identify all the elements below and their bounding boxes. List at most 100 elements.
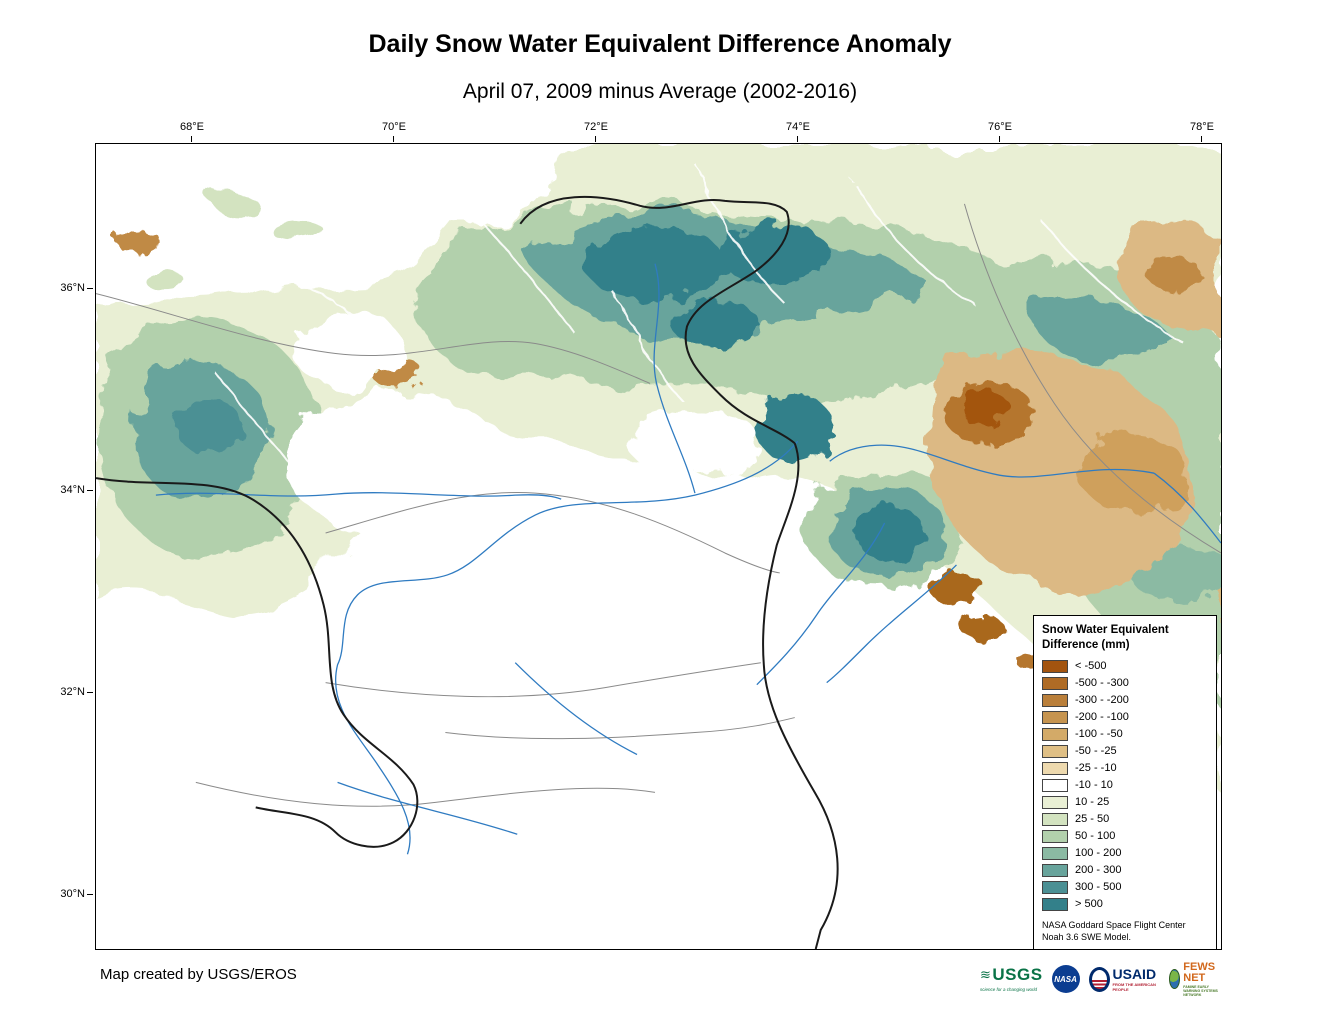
x-tick-70e: 70°E xyxy=(382,121,406,142)
tick-mark xyxy=(87,691,93,693)
legend-label: -500 - -300 xyxy=(1075,677,1129,690)
legend-item: 200 - 300 xyxy=(1042,862,1208,879)
tick-mark xyxy=(1201,136,1203,142)
page-title: Daily Snow Water Equivalent Difference A… xyxy=(368,30,952,58)
legend-label: 25 - 50 xyxy=(1075,813,1110,826)
legend-label: -300 - -200 xyxy=(1075,694,1129,707)
y-tick-32n: 32°N xyxy=(48,686,93,698)
usgs-tagline: science for a changing world xyxy=(980,987,1038,992)
usaid-logo: USAID FROM THE AMERICAN PEOPLE xyxy=(1088,965,1161,992)
usaid-seal-icon xyxy=(1088,966,1110,992)
legend-swatch xyxy=(1042,761,1068,775)
fews-globe-icon xyxy=(1169,969,1181,989)
logo-strip: ≋ USGS science for a changing world NASA … xyxy=(980,958,1220,1000)
legend-swatch xyxy=(1042,778,1068,792)
legend-swatch xyxy=(1042,727,1068,741)
fews-net-tagline: FAMINE EARLY WARNING SYSTEMS NETWORK xyxy=(1183,984,1218,997)
y-tick-36n: 36°N xyxy=(48,282,93,294)
x-tick-76e: 76°E xyxy=(988,121,1012,142)
nasa-meatball-icon: NASA xyxy=(1051,965,1080,993)
legend-label: > 500 xyxy=(1075,898,1103,911)
fews-net-logo: FEWS NET FAMINE EARLY WARNING SYSTEMS NE… xyxy=(1169,960,1224,997)
y-tick-30n: 30°N xyxy=(48,888,93,900)
legend-title: Snow Water Equivalent Difference (mm) xyxy=(1042,623,1208,653)
page-subtitle: April 07, 2009 minus Average (2002-2016) xyxy=(462,80,858,103)
legend-label: -100 - -50 xyxy=(1075,728,1123,741)
x-tick-label: 78°E xyxy=(1190,121,1214,133)
legend-label: -200 - -100 xyxy=(1075,711,1129,724)
usgs-logo-text: ≋ USGS xyxy=(980,966,1043,983)
terrain-map xyxy=(96,144,1221,949)
ridge-lines xyxy=(175,163,1185,514)
legend-swatch xyxy=(1042,880,1068,894)
usaid-name: USAID xyxy=(1112,965,1157,982)
legend-item: < -500 xyxy=(1042,658,1208,675)
legend-swatch xyxy=(1042,846,1068,860)
rivers xyxy=(155,263,1221,855)
legend-label: -10 - 10 xyxy=(1075,779,1113,792)
legend-item: -300 - -200 xyxy=(1042,692,1208,709)
legend-rows: < -500 -500 - -300 -300 - -200 -200 - -1… xyxy=(1042,658,1208,913)
legend-swatch xyxy=(1042,829,1068,843)
legend-swatch xyxy=(1042,744,1068,758)
legend-swatch xyxy=(1042,693,1068,707)
x-tick-label: 72°E xyxy=(584,121,608,133)
legend-title-line1: Snow Water Equivalent xyxy=(1042,624,1169,636)
x-tick-label: 68°E xyxy=(180,121,204,133)
tick-mark xyxy=(191,136,193,142)
tick-mark xyxy=(999,136,1001,142)
tick-mark xyxy=(87,489,93,491)
usaid-tagline: FROM THE AMERICAN PEOPLE xyxy=(1112,981,1156,992)
legend-footnote-line2: Noah 3.6 SWE Model. xyxy=(1042,932,1132,943)
x-tick-label: 76°E xyxy=(988,121,1012,133)
legend-swatch xyxy=(1042,659,1068,673)
legend-title-line2: Difference (mm) xyxy=(1042,638,1130,651)
legend-footnote-line1: NASA Goddard Space Flight Center xyxy=(1042,919,1186,930)
legend-label: 300 - 500 xyxy=(1075,881,1122,894)
legend-item: 300 - 500 xyxy=(1042,879,1208,896)
map-credit: Map created by USGS/EROS xyxy=(100,966,297,983)
tick-mark xyxy=(595,136,597,142)
legend: Snow Water Equivalent Difference (mm) < … xyxy=(1033,615,1217,951)
usgs-waves-icon: ≋ xyxy=(980,967,992,982)
x-tick-74e: 74°E xyxy=(786,121,810,142)
usgs-name: USGS xyxy=(992,965,1043,984)
map-canvas: Snow Water Equivalent Difference (mm) < … xyxy=(95,143,1222,951)
x-tick-label: 74°E xyxy=(786,121,810,133)
legend-label: 50 - 100 xyxy=(1075,830,1116,843)
legend-swatch xyxy=(1042,897,1068,911)
legend-item: -500 - -300 xyxy=(1042,675,1208,692)
legend-item: -50 - -25 xyxy=(1042,743,1208,760)
x-tick-78e: 78°E xyxy=(1190,121,1214,142)
tick-mark xyxy=(393,136,395,142)
watershed-boundaries xyxy=(96,203,1221,807)
legend-label: -25 - -10 xyxy=(1075,762,1117,775)
legend-swatch xyxy=(1042,812,1068,826)
legend-label: 200 - 300 xyxy=(1075,864,1122,877)
tick-mark xyxy=(87,893,93,895)
legend-swatch xyxy=(1042,676,1068,690)
legend-item: -200 - -100 xyxy=(1042,709,1208,726)
legend-item: 10 - 25 xyxy=(1042,794,1208,811)
y-tick-label: 34°N xyxy=(60,484,85,496)
x-tick-72e: 72°E xyxy=(584,121,608,142)
nasa-logo: NASA xyxy=(1051,965,1080,993)
legend-label: -50 - -25 xyxy=(1075,745,1117,758)
legend-item: -25 - -10 xyxy=(1042,760,1208,777)
legend-footnote: NASA Goddard Space Flight Center Noah 3.… xyxy=(1042,919,1208,943)
tick-mark xyxy=(87,287,93,289)
legend-swatch xyxy=(1042,863,1068,877)
legend-label: 100 - 200 xyxy=(1075,847,1122,860)
legend-item: -10 - 10 xyxy=(1042,777,1208,794)
legend-item: 25 - 50 xyxy=(1042,811,1208,828)
tick-mark xyxy=(797,136,799,142)
x-tick-68e: 68°E xyxy=(180,121,204,142)
usgs-logo: ≋ USGS science for a changing world xyxy=(980,966,1043,992)
country-borders xyxy=(96,195,839,949)
y-tick-label: 30°N xyxy=(60,888,85,900)
fews-net-name: FEWS NET xyxy=(1183,960,1216,984)
legend-item: 100 - 200 xyxy=(1042,845,1208,862)
legend-item: > 500 xyxy=(1042,896,1208,913)
y-tick-label: 32°N xyxy=(60,686,85,698)
